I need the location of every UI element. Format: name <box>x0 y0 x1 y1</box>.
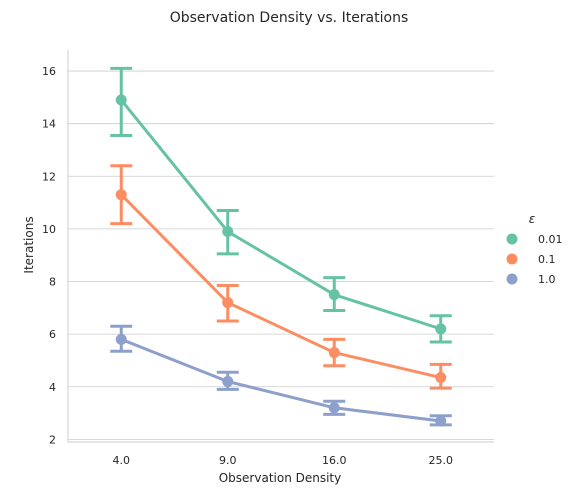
data-point <box>435 323 447 335</box>
y-tick-label: 2 <box>49 433 56 446</box>
data-point <box>222 297 234 309</box>
x-tick-label: 16.0 <box>322 454 347 467</box>
y-tick-label: 10 <box>42 223 56 236</box>
y-tick-label: 14 <box>42 118 56 131</box>
legend-label: 1.0 <box>538 273 556 286</box>
data-point <box>435 372 447 384</box>
legend-marker <box>506 233 518 245</box>
chart-title: Observation Density vs. Iterations <box>170 10 409 26</box>
data-point <box>115 333 127 345</box>
legend-marker <box>506 253 518 265</box>
series-0.01 <box>110 66 452 344</box>
data-point <box>222 226 234 238</box>
x-tick-label: 25.0 <box>429 454 454 467</box>
tick-labels: 2 4 6 8 10 12 14 16 4.0 9.0 16.0 25.0 <box>42 65 453 467</box>
series-line <box>120 99 442 331</box>
series-0.1 <box>110 164 452 390</box>
data-point <box>328 289 340 301</box>
data-point <box>328 402 340 414</box>
data-point <box>115 94 127 106</box>
legend-marker <box>506 273 518 285</box>
legend-title: ε <box>529 212 536 226</box>
data-point <box>328 347 340 359</box>
y-tick-label: 16 <box>42 65 56 78</box>
data-point <box>435 415 447 427</box>
x-axis-label: Observation Density <box>219 471 342 485</box>
data-point <box>115 189 127 201</box>
data-point <box>222 375 234 387</box>
series-line <box>120 193 442 380</box>
legend-label: 0.01 <box>538 233 563 246</box>
y-axis-label: Iterations <box>22 216 36 273</box>
y-tick-label: 6 <box>49 328 56 341</box>
x-tick-label: 4.0 <box>113 454 131 467</box>
axis-spines <box>67 50 494 443</box>
legend-label: 0.1 <box>538 253 556 266</box>
y-tick-label: 12 <box>42 170 56 183</box>
grid-layer <box>68 70 494 440</box>
series-line <box>120 338 441 423</box>
legend: ε 0.01 0.1 1.0 <box>506 212 563 286</box>
x-tick-label: 9.0 <box>219 454 237 467</box>
series-layer <box>110 66 452 427</box>
y-tick-label: 8 <box>49 276 56 289</box>
y-tick-label: 4 <box>49 381 56 394</box>
series-1.0 <box>110 324 452 427</box>
